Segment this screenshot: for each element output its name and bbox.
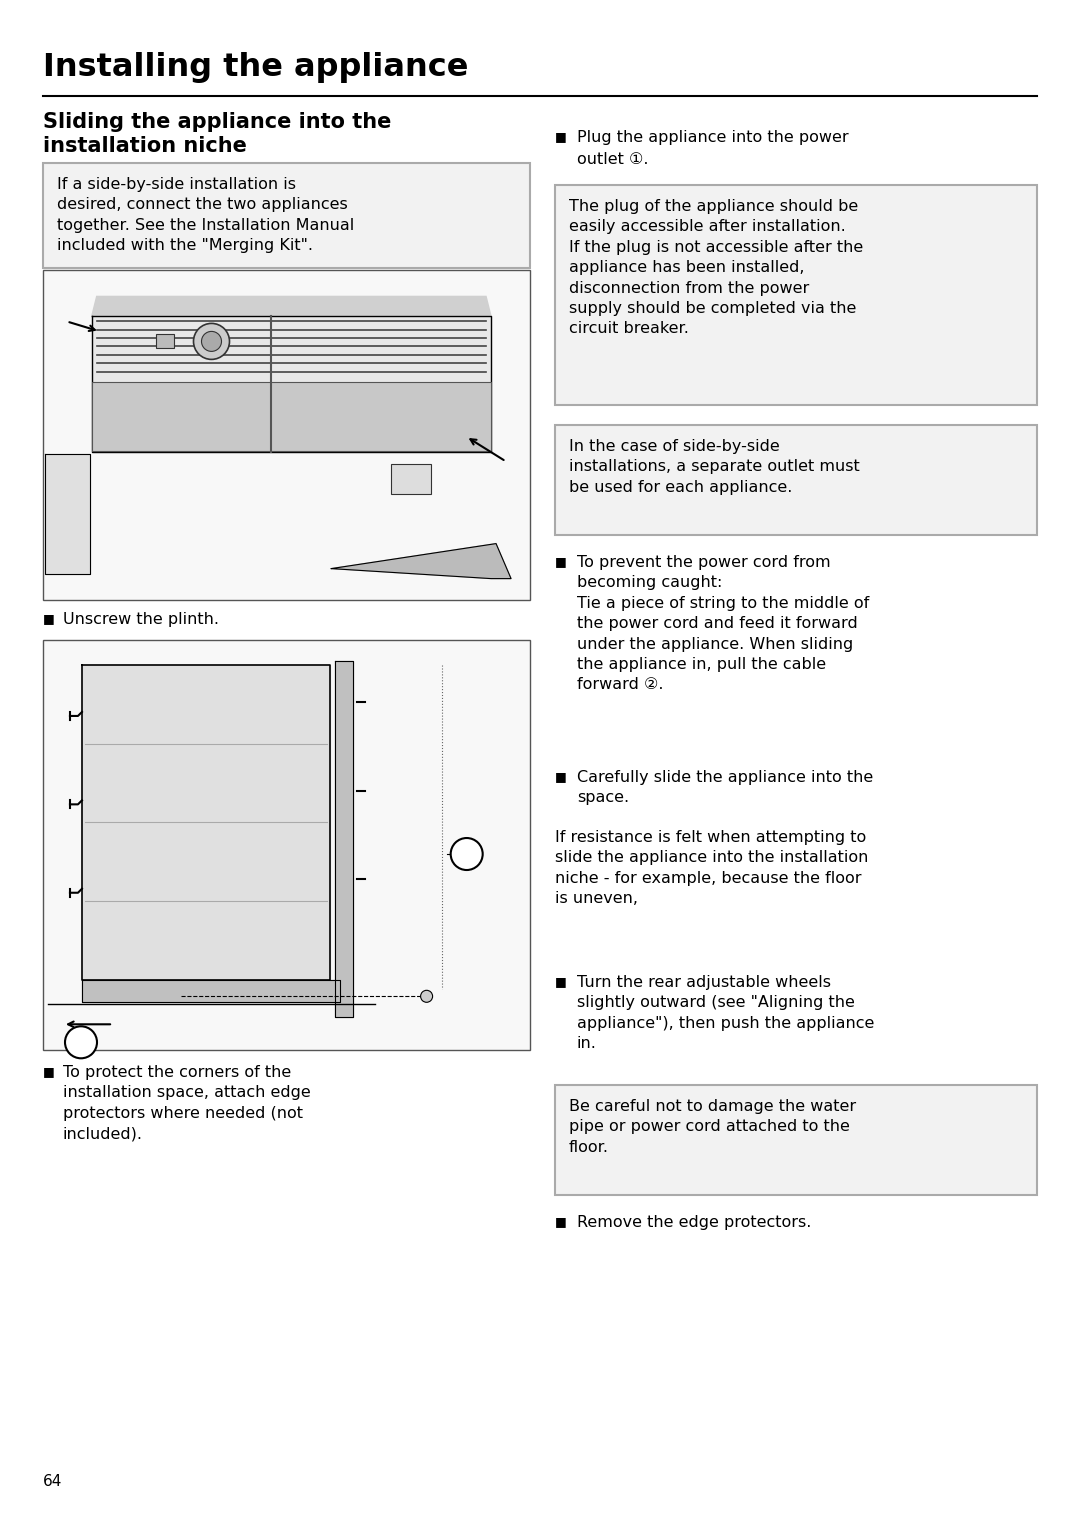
Text: Remove the edge protectors.: Remove the edge protectors. [577, 1216, 811, 1229]
Bar [555, 1086, 1037, 1196]
Text: To prevent the power cord from
becoming caught:
Tie a piece of string to the mid: To prevent the power cord from becoming … [577, 555, 869, 693]
Text: 2: 2 [76, 1034, 86, 1052]
Circle shape [420, 991, 433, 1003]
Polygon shape [92, 297, 491, 317]
Text: 1: 1 [461, 846, 472, 862]
Polygon shape [332, 544, 511, 578]
Text: 64: 64 [43, 1474, 63, 1489]
Text: ■: ■ [555, 976, 567, 988]
Text: The plug of the appliance should be
easily accessible after installation.
If the: The plug of the appliance should be easi… [569, 199, 863, 336]
Circle shape [450, 838, 483, 870]
Text: installation niche: installation niche [43, 136, 247, 156]
Text: ■: ■ [43, 1066, 55, 1078]
Polygon shape [45, 454, 90, 573]
Bar [391, 463, 431, 494]
Text: ■: ■ [43, 612, 55, 625]
Polygon shape [92, 317, 491, 451]
Text: ■: ■ [555, 130, 567, 144]
Circle shape [202, 332, 221, 352]
Bar [92, 382, 491, 451]
Circle shape [65, 1026, 97, 1058]
Text: Sliding the appliance into the: Sliding the appliance into the [43, 112, 391, 131]
Polygon shape [335, 661, 353, 1017]
Text: Turn the rear adjustable wheels
slightly outward (see "Aligning the
appliance"),: Turn the rear adjustable wheels slightly… [577, 976, 875, 1052]
Bar [555, 425, 1037, 535]
Text: ■: ■ [555, 1216, 567, 1228]
Text: Installing the appliance: Installing the appliance [43, 52, 469, 83]
Text: ■: ■ [555, 555, 567, 567]
Polygon shape [82, 980, 340, 1003]
Text: Plug the appliance into the power: Plug the appliance into the power [577, 130, 849, 145]
Text: ■: ■ [555, 771, 567, 783]
Text: If resistance is felt when attempting to
slide the appliance into the installati: If resistance is felt when attempting to… [555, 830, 868, 907]
Bar [43, 641, 530, 1050]
Text: If a side-by-side installation is
desired, connect the two appliances
together. : If a side-by-side installation is desire… [57, 177, 354, 254]
Circle shape [193, 324, 230, 359]
Text: outlet ①.: outlet ①. [577, 151, 648, 167]
Text: To protect the corners of the
installation space, attach edge
protectors where n: To protect the corners of the installati… [63, 1066, 311, 1141]
Polygon shape [82, 665, 330, 980]
Bar [43, 271, 530, 599]
Bar [156, 335, 174, 349]
Bar [43, 164, 530, 268]
Bar [555, 185, 1037, 405]
Text: In the case of side-by-side
installations, a separate outlet must
be used for ea: In the case of side-by-side installation… [569, 439, 860, 495]
Text: Be careful not to damage the water
pipe or power cord attached to the
floor.: Be careful not to damage the water pipe … [569, 1099, 856, 1154]
Text: Unscrew the plinth.: Unscrew the plinth. [63, 612, 219, 627]
Text: Carefully slide the appliance into the
space.: Carefully slide the appliance into the s… [577, 771, 874, 806]
